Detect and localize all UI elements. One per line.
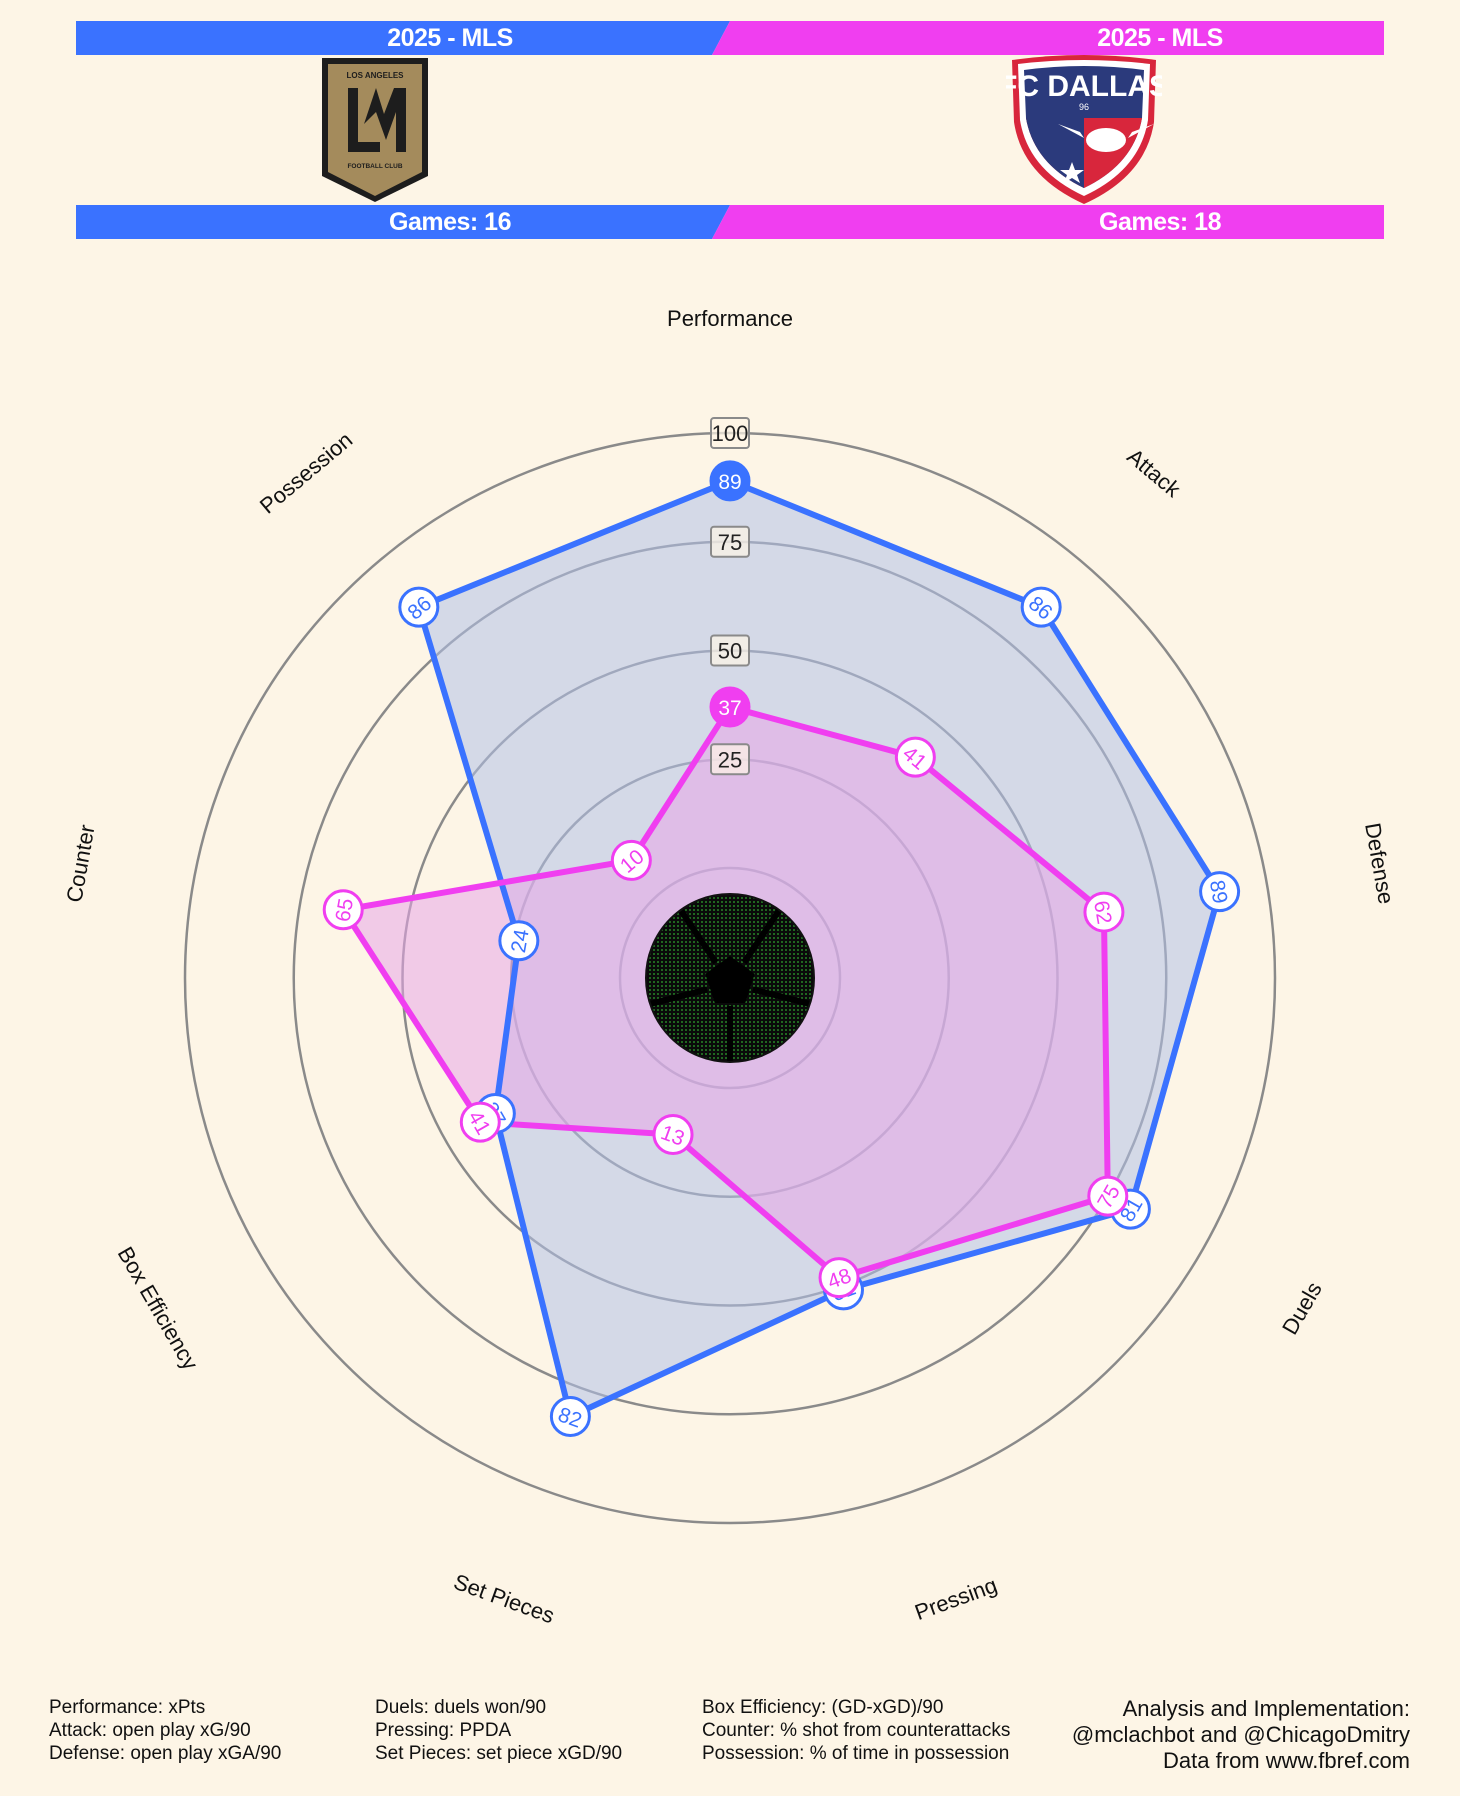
series-1-value-label: 65 [331, 897, 358, 924]
credits-title: Analysis and Implementation: [1122, 1696, 1410, 1721]
series-1-point: 65 [322, 889, 364, 931]
footer-def-duels: Duels: duels won/90 [375, 1697, 547, 1718]
series-0-point: 86 [1020, 586, 1062, 628]
right-team-band [712, 21, 1384, 55]
footer-col-2: Duels: duels won/90 Pressing: PPDA Set P… [375, 1696, 622, 1765]
lafc-crest-top-text: LOS ANGELES [346, 71, 404, 80]
series-1-point: 10 [610, 839, 652, 881]
left-games-label: Games: 16 [389, 208, 511, 236]
credits-authors: @mclachbot and @ChicagoDmitry [1071, 1722, 1410, 1747]
axis-label-duels: Duels [1277, 1278, 1327, 1339]
series-1-value-label: 62 [1089, 899, 1116, 926]
footer-def-box-efficiency: Box Efficiency: (GD-xGD)/90 [702, 1697, 944, 1718]
axis-label-possession: Possession [255, 427, 357, 518]
axis-label-set-pieces: Set Pieces [450, 1569, 557, 1628]
league-banner [76, 21, 1384, 55]
soccer-ball-icon [645, 893, 815, 1063]
footer-def-performance: Performance: xPts [49, 1697, 206, 1718]
series-1-point: 41 [459, 1101, 501, 1143]
series-0-value-label: 89 [1205, 878, 1232, 905]
left-team-band [76, 21, 730, 55]
ring-label: 50 [718, 639, 742, 664]
series-0-point: 89 [1199, 871, 1241, 913]
dallas-crest-year: 96 [1079, 102, 1089, 112]
ring-label: 75 [718, 530, 742, 555]
ring-label-box [710, 525, 750, 558]
series-1-point: 37 [709, 686, 751, 728]
axis-label-box-efficiency: Box Efficiency [113, 1242, 204, 1374]
footer-col-1: Performance: xPts Attack: open play xG/9… [49, 1696, 281, 1765]
series-0-point: 89 [709, 460, 751, 502]
dallas-crest-text: FC DALLAS [1006, 70, 1162, 103]
ring-label: 25 [718, 747, 742, 772]
axis-label-performance: Performance [667, 306, 793, 331]
series-0-point: 82 [549, 1396, 591, 1438]
footer-def-possession: Possession: % of time in possession [702, 1743, 1010, 1764]
footer-def-pressing: Pressing: PPDA [375, 1720, 512, 1741]
footer-def-set-pieces: Set Pieces: set piece xGD/90 [375, 1743, 623, 1764]
footer-col-3: Box Efficiency: (GD-xGD)/90 Counter: % s… [702, 1696, 1010, 1765]
footer-def-counter: Counter: % shot from counterattacks [702, 1720, 1011, 1741]
series-1-point: 75 [1087, 1175, 1129, 1217]
series-1-line [340, 704, 1111, 1281]
axis-label-defense: Defense [1360, 821, 1399, 906]
series-1-point: 62 [1083, 891, 1125, 933]
lafc-crest-icon: LOS ANGELES FOOTBALL CLUB [322, 58, 428, 202]
ring-label-box [710, 743, 750, 776]
series-0-line [415, 477, 1223, 1420]
axis-label-counter: Counter [61, 823, 99, 904]
right-league-label: 2025 - MLS [1097, 24, 1223, 52]
fc-dallas-crest-icon: FC DALLAS 96 [1006, 55, 1162, 204]
ring-label: 100 [712, 421, 749, 446]
credits-source: Data from www.fbref.com [1163, 1748, 1410, 1773]
ring-label-box [710, 634, 750, 667]
series-0-point: 24 [498, 920, 540, 962]
series-1-point: 48 [818, 1257, 860, 1299]
lafc-crest-bottom-text: FOOTBALL CLUB [347, 163, 402, 170]
axis-label-pressing: Pressing [911, 1572, 1000, 1625]
ring-label-box [710, 417, 750, 449]
series-1-point: 41 [894, 736, 936, 778]
left-league-label: 2025 - MLS [387, 24, 513, 52]
games-banner [76, 205, 1384, 239]
footer-def-attack: Attack: open play xG/90 [49, 1720, 251, 1741]
credits: Analysis and Implementation: @mclachbot … [1072, 1696, 1410, 1774]
axis-label-attack: Attack [1122, 444, 1186, 503]
series-0-value-label: 89 [718, 471, 741, 494]
series-1-value-label: 37 [718, 697, 741, 720]
series-0-value-label: 24 [507, 927, 534, 954]
series-1-point: 13 [652, 1114, 694, 1156]
series-0-point: 86 [398, 586, 440, 628]
right-games-label: Games: 18 [1099, 208, 1221, 236]
footer-def-defense: Defense: open play xGA/90 [49, 1743, 282, 1764]
